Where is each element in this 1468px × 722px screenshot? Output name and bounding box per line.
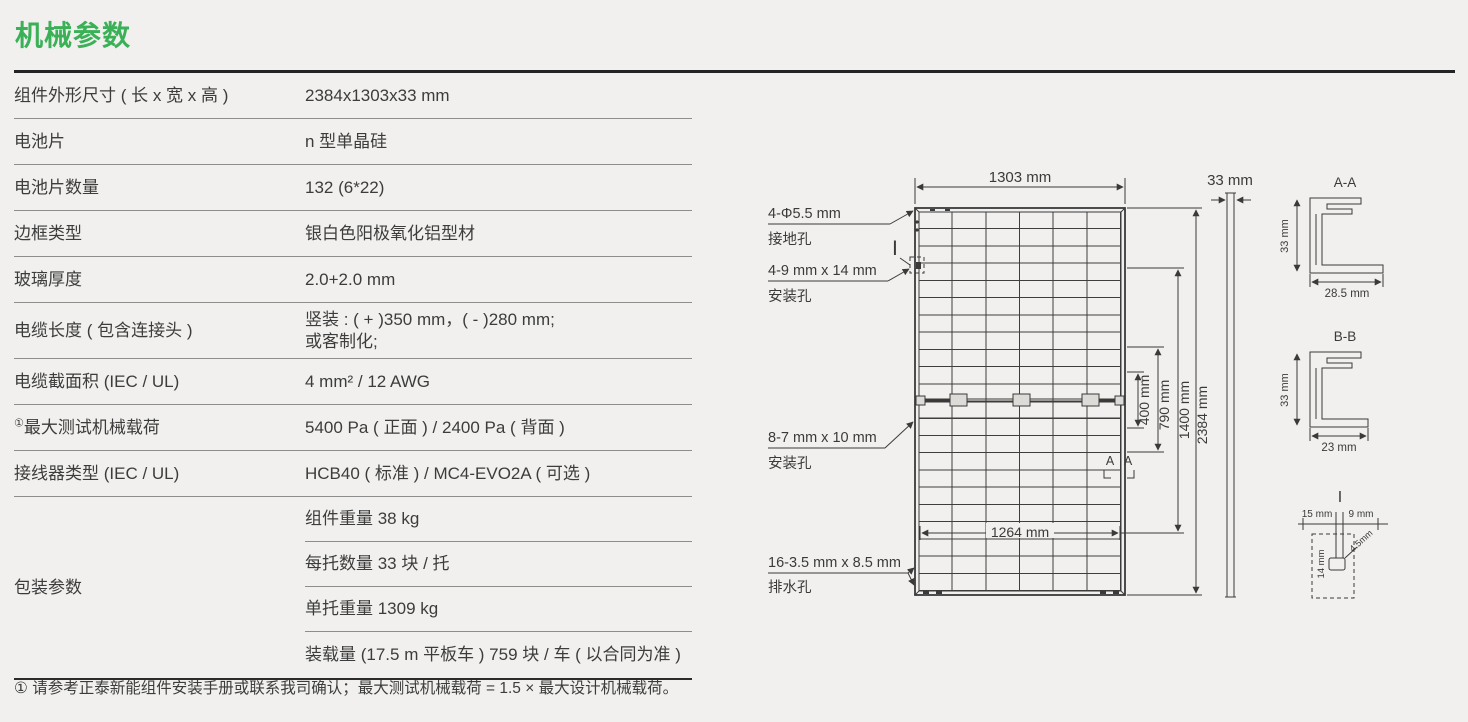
table-row: 电池片数量 132 (6*22)	[14, 165, 692, 211]
table-row: 玻璃厚度 2.0+2.0 mm	[14, 257, 692, 303]
dim-1264-label: 1264 mm	[991, 524, 1049, 540]
section-aa: A-A 33 mm 28.5 mm	[1279, 175, 1384, 300]
section-marker-a-right: A	[1124, 454, 1133, 468]
connector-box	[1012, 393, 1031, 407]
table-row: 组件外形尺寸 ( 长 x 宽 x 高 ) 2384x1303x33 mm	[14, 73, 692, 119]
top-rule	[14, 70, 1455, 73]
grounding-hole	[915, 220, 919, 224]
grounding-hole	[915, 228, 919, 232]
footnote-marker: ①	[14, 417, 24, 430]
spec-value: 2384x1303x33 mm	[305, 85, 450, 105]
dim-width-top: 1303 mm	[914, 169, 1126, 204]
section-aa-marker: A A	[1103, 454, 1135, 479]
technical-drawing: 1303 mm 1264 mm 400 mm 790 mm 1400 mm 23…	[768, 169, 1388, 599]
table-row: 电池片 n 型单晶硅	[14, 119, 692, 165]
callout-mounting-holes-2: 8-7 mm x 10 mm 安装孔	[768, 421, 914, 472]
packaging-item: 每托数量 33 块 / 托	[305, 542, 692, 587]
spec-value: 银白色阳极氧化铝型材	[305, 223, 475, 243]
detail-i-dim-depth: 14 mm	[1316, 549, 1327, 578]
detail-i-dim-right: 9 mm	[1349, 509, 1374, 520]
spec-label: 玻璃厚度	[14, 269, 82, 289]
section-aa-height: 33 mm	[1279, 219, 1291, 253]
section-aa-width: 28.5 mm	[1325, 288, 1370, 300]
spec-label: ①最大测试机械载荷	[14, 417, 160, 437]
dim-1303-label: 1303 mm	[989, 169, 1052, 186]
spec-label: 电缆截面积 (IEC / UL)	[14, 371, 180, 391]
callout-grounding-holes: 4-Φ5.5 mm 接地孔	[768, 206, 914, 248]
footnote: ① 请参考正泰新能组件安装手册或联系我司确认；最大测试机械载荷 = 1.5 × …	[14, 680, 679, 697]
dim-790-label: 790 mm	[1156, 380, 1172, 431]
connector-box	[949, 393, 968, 407]
detail-i-dim-left: 15 mm	[1302, 509, 1333, 520]
dim-33-label: 33 mm	[1207, 172, 1253, 189]
callout-name: 接地孔	[768, 231, 812, 248]
dim-width-inner: 1264 mm	[919, 523, 1184, 540]
callout-name: 安装孔	[768, 288, 812, 305]
spec-label: 包装参数	[14, 577, 82, 597]
detail-i: I 15 mm 9 mm 14 mm 4.5mm	[1298, 489, 1388, 599]
spec-value: 5400 Pa ( 正面 ) / 2400 Pa ( 背面 )	[305, 417, 565, 437]
table-row: 电缆截面积 (IEC / UL) 4 mm² / 12 AWG	[14, 359, 692, 405]
svg-text:I: I	[892, 237, 898, 260]
section-bb: B-B 33 mm 23 mm	[1279, 329, 1369, 454]
spec-label: 组件外形尺寸 ( 长 x 宽 x 高 )	[14, 85, 229, 105]
spec-value: 132 (6*22)	[305, 177, 385, 197]
callout-size: 16-3.5 mm x 8.5 mm	[768, 555, 901, 571]
junction-box-bar	[915, 393, 1125, 407]
spec-value-line1: 竖装 : ( + )350 mm，( - )280 mm;	[305, 310, 555, 330]
callout-mounting-holes-1: 4-9 mm x 14 mm 安装孔	[768, 263, 910, 305]
page-title: 机械参数	[15, 20, 132, 51]
spec-value-line2: 或客制化;	[305, 331, 378, 351]
dim-400-label: 400 mm	[1136, 375, 1152, 426]
table-row: 接线器类型 (IEC / UL) HCB40 ( 标准 ) / MC4-EVO2…	[14, 451, 692, 497]
callout-name: 排水孔	[768, 579, 812, 596]
spec-value: HCB40 ( 标准 ) / MC4-EVO2A ( 可选 )	[305, 463, 591, 483]
spec-table: 组件外形尺寸 ( 长 x 宽 x 高 ) 2384x1303x33 mm 电池片…	[14, 73, 692, 680]
detail-i-marker: I	[892, 237, 911, 266]
callout-name: 安装孔	[768, 455, 812, 472]
side-view: 33 mm	[1207, 172, 1253, 598]
spec-value: n 型单晶硅	[305, 131, 388, 151]
packaging-group: 包装参数 组件重量 38 kg 每托数量 33 块 / 托 单托重量 1309 …	[14, 497, 692, 680]
dim-2384-label: 2384 mm	[1194, 386, 1210, 444]
packaging-item: 单托重量 1309 kg	[305, 587, 692, 632]
dim-1400-label: 1400 mm	[1176, 381, 1192, 439]
spec-value: 4 mm² / 12 AWG	[305, 371, 431, 391]
section-marker-a-left: A	[1106, 454, 1115, 468]
section-bb-height: 33 mm	[1279, 373, 1291, 407]
spec-label: 接线器类型 (IEC / UL)	[14, 463, 180, 483]
section-bb-title: B-B	[1334, 329, 1357, 344]
spec-label: 电池片数量	[14, 177, 99, 197]
mounting-hole	[916, 262, 921, 269]
callout-size: 4-Φ5.5 mm	[768, 206, 841, 222]
spec-label: 边框类型	[14, 223, 82, 243]
callout-drain-holes: 16-3.5 mm x 8.5 mm 排水孔	[768, 555, 915, 596]
section-bb-width: 23 mm	[1321, 442, 1356, 454]
spec-label: 电缆长度 ( 包含连接头 )	[14, 320, 193, 340]
callout-size: 8-7 mm x 10 mm	[768, 430, 877, 446]
table-row: 边框类型 银白色阳极氧化铝型材	[14, 211, 692, 257]
packaging-item: 装载量 (17.5 m 平板车 ) 759 块 / 车 ( 以合同为准 )	[305, 645, 681, 665]
detail-i-title: I	[1338, 489, 1342, 506]
detail-i-dim-radius: 4.5mm	[1347, 528, 1374, 554]
table-row: ①最大测试机械载荷 5400 Pa ( 正面 ) / 2400 Pa ( 背面 …	[14, 405, 692, 451]
spec-value: 2.0+2.0 mm	[305, 269, 396, 289]
callout-size: 4-9 mm x 14 mm	[768, 263, 877, 279]
packaging-item: 组件重量 38 kg	[305, 497, 692, 542]
spec-value: 竖装 : ( + )350 mm，( - )280 mm; 或客制化;	[305, 309, 692, 352]
spec-label: 电池片	[14, 131, 65, 151]
connector-box	[1081, 393, 1100, 407]
table-row: 电缆长度 ( 包含连接头 ) 竖装 : ( + )350 mm，( - )280…	[14, 303, 692, 359]
dims-right: 400 mm 790 mm 1400 mm 2384 mm	[1127, 207, 1210, 596]
section-aa-title: A-A	[1334, 175, 1357, 190]
